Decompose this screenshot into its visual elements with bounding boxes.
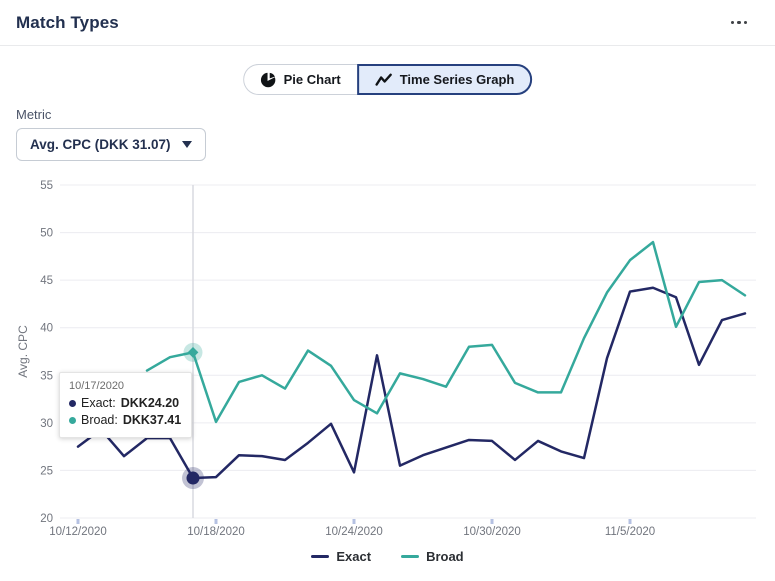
ellipsis-icon	[737, 20, 741, 25]
x-tick-label: 11/5/2020	[605, 526, 655, 538]
time-series-toggle-button[interactable]: Time Series Graph	[356, 64, 533, 95]
chart-type-toggle: Pie Chart Time Series Graph	[242, 64, 533, 95]
x-tick-label: 10/24/2020	[325, 526, 383, 538]
ellipsis-icon	[730, 20, 734, 25]
more-options-button[interactable]	[727, 17, 752, 29]
page-title: Match Types	[16, 12, 119, 32]
exact-marker-circle	[186, 471, 200, 485]
legend-item-exact[interactable]: Exact	[311, 549, 371, 564]
y-tick-label: 35	[40, 370, 53, 382]
pie-chart-toggle-button[interactable]: Pie Chart	[242, 64, 357, 95]
tooltip-date: 10/17/2020	[69, 380, 125, 392]
broad-bullet-icon	[69, 417, 76, 424]
x-tick-label: 10/12/2020	[49, 526, 107, 538]
tooltip-broad-label: Broad:	[81, 413, 118, 427]
ellipsis-icon	[743, 20, 747, 25]
x-tick	[214, 519, 218, 524]
line-chart-icon	[375, 73, 392, 86]
x-tick	[628, 519, 632, 524]
metric-dropdown[interactable]: Avg. CPC (DKK 31.07)	[16, 128, 206, 161]
x-tick-label: 10/18/2020	[187, 526, 245, 538]
tooltip-exact-value: DKK24.20	[120, 396, 180, 410]
y-tick-label: 40	[40, 323, 53, 335]
x-tick	[490, 519, 494, 524]
broad-line-swatch	[401, 555, 420, 558]
exact-bullet-icon	[69, 400, 76, 407]
time-series-chart[interactable]: 20 25 30 35 40 45 50 55 10/12/2020 10/18/2020 10/2…	[0, 170, 775, 548]
legend-item-broad[interactable]: Broad	[401, 549, 464, 564]
legend-label-broad: Broad	[426, 549, 464, 564]
card-header: Match Types	[0, 0, 775, 46]
x-tick-label: 10/30/2020	[463, 526, 521, 538]
chart-legend: Exact Broad	[0, 549, 775, 564]
tooltip-row-broad: Broad: DKK37.41	[69, 412, 181, 429]
tooltip-broad-value: DKK37.41	[122, 413, 182, 427]
y-tick-label: 45	[40, 275, 53, 287]
chart-tooltip: 10/17/2020 Exact: DKK24.20 Broad: DKK37.…	[59, 372, 193, 438]
tooltip-exact-label: Exact:	[81, 396, 116, 410]
time-series-toggle-label: Time Series Graph	[399, 72, 515, 87]
x-tick	[352, 519, 356, 524]
exact-line	[76, 286, 747, 480]
legend-label-exact: Exact	[336, 549, 372, 564]
pie-chart-icon	[260, 71, 276, 87]
y-axis-title: Avg. CPC	[16, 325, 30, 378]
exact-line-swatch	[311, 555, 330, 558]
y-tick-label: 25	[40, 465, 53, 477]
caret-down-icon	[181, 141, 192, 148]
pie-chart-toggle-label: Pie Chart	[283, 72, 341, 87]
x-tick	[76, 519, 80, 524]
y-tick-label: 50	[40, 228, 53, 240]
metric-selected-value: Avg. CPC (DKK 31.07)	[30, 137, 171, 152]
broad-line	[145, 240, 747, 424]
tooltip-row-exact: Exact: DKK24.20	[69, 395, 181, 412]
y-tick-label: 55	[40, 180, 53, 192]
metric-label: Metric	[16, 107, 52, 122]
y-tick-label: 30	[40, 418, 53, 430]
y-tick-label: 20	[40, 513, 53, 525]
